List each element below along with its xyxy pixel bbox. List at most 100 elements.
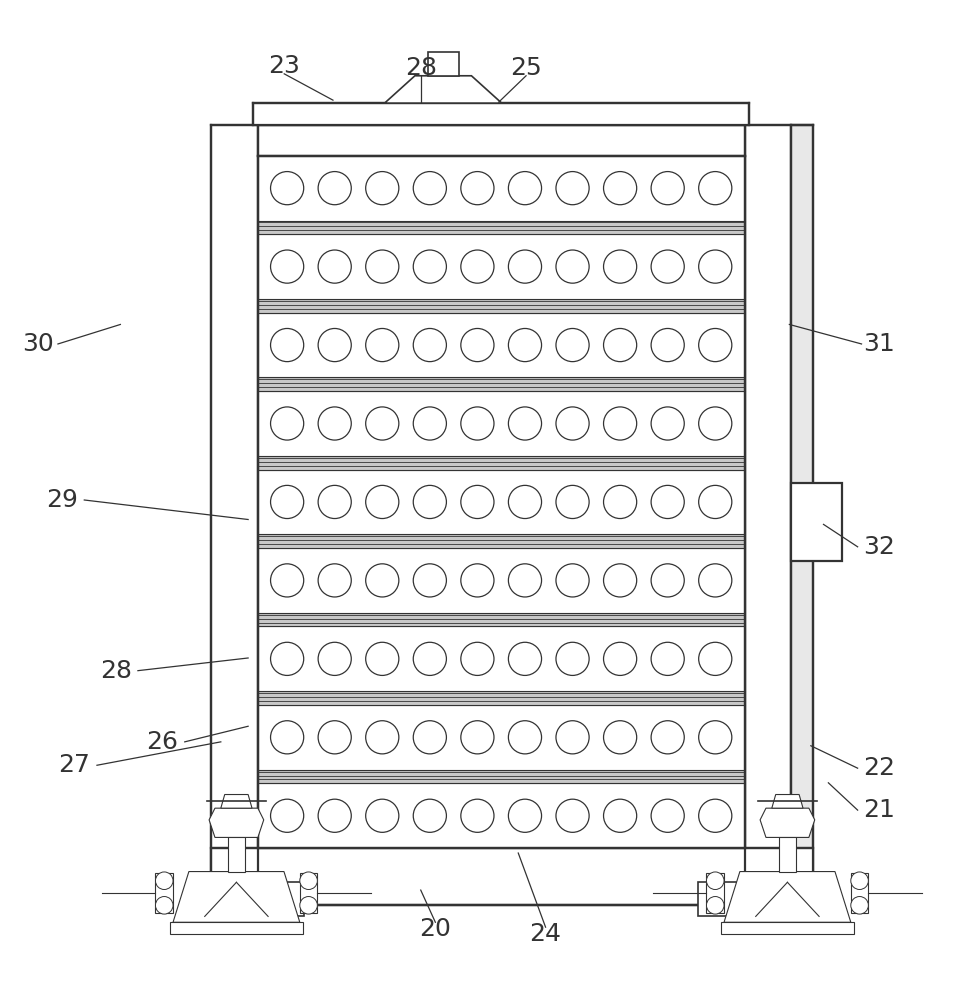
Circle shape	[603, 250, 636, 283]
Bar	[790, 483, 841, 561]
Circle shape	[271, 721, 304, 754]
Bar	[258, 783, 743, 848]
Circle shape	[555, 564, 588, 597]
Circle shape	[508, 407, 541, 440]
Bar	[712, 691, 743, 705]
Text: 22: 22	[863, 756, 894, 780]
Bar	[258, 548, 743, 613]
Bar	[258, 770, 743, 783]
Circle shape	[651, 799, 684, 832]
Circle shape	[413, 328, 446, 362]
Circle shape	[413, 642, 446, 675]
Bar	[712, 534, 743, 548]
Bar	[258, 391, 743, 456]
Bar	[712, 770, 743, 783]
Bar	[712, 221, 743, 234]
Bar	[712, 377, 743, 391]
Circle shape	[603, 328, 636, 362]
Circle shape	[155, 897, 173, 914]
Circle shape	[698, 721, 731, 754]
Bar	[720, 922, 853, 934]
Bar	[258, 377, 743, 391]
Circle shape	[460, 564, 493, 597]
Bar	[258, 299, 743, 313]
Bar	[743, 125, 790, 905]
Bar	[258, 221, 289, 234]
Circle shape	[850, 872, 868, 890]
Text: 20: 20	[419, 917, 450, 941]
Circle shape	[651, 642, 684, 675]
Circle shape	[555, 799, 588, 832]
Bar	[155, 873, 173, 913]
Circle shape	[460, 485, 493, 519]
Circle shape	[271, 564, 304, 597]
Circle shape	[603, 642, 636, 675]
Text: 26: 26	[147, 730, 178, 754]
Circle shape	[365, 485, 399, 519]
Bar	[258, 156, 743, 221]
Circle shape	[413, 564, 446, 597]
Bar	[211, 848, 812, 905]
Circle shape	[698, 250, 731, 283]
Circle shape	[413, 250, 446, 283]
Text: 27: 27	[59, 753, 91, 777]
Polygon shape	[759, 808, 814, 837]
Circle shape	[508, 799, 541, 832]
Polygon shape	[221, 795, 252, 808]
Text: 21: 21	[863, 798, 894, 822]
Circle shape	[413, 407, 446, 440]
Polygon shape	[771, 795, 802, 808]
Circle shape	[651, 407, 684, 440]
Bar	[790, 125, 812, 905]
Bar	[211, 125, 258, 905]
Circle shape	[698, 407, 731, 440]
Circle shape	[508, 172, 541, 205]
Circle shape	[651, 250, 684, 283]
Circle shape	[603, 407, 636, 440]
Bar	[258, 534, 289, 548]
Circle shape	[698, 799, 731, 832]
Circle shape	[651, 721, 684, 754]
Circle shape	[318, 328, 351, 362]
Circle shape	[365, 407, 399, 440]
Circle shape	[460, 721, 493, 754]
Circle shape	[508, 564, 541, 597]
Circle shape	[555, 328, 588, 362]
Bar	[850, 873, 868, 913]
Text: 28: 28	[101, 659, 132, 683]
Text: 32: 32	[863, 535, 894, 559]
Circle shape	[603, 172, 636, 205]
Bar	[228, 837, 245, 872]
Circle shape	[318, 172, 351, 205]
Circle shape	[413, 172, 446, 205]
Circle shape	[155, 872, 173, 890]
Circle shape	[698, 642, 731, 675]
Bar	[794, 487, 837, 558]
Circle shape	[603, 564, 636, 597]
Text: 25: 25	[510, 56, 541, 80]
Circle shape	[460, 642, 493, 675]
Bar	[258, 613, 289, 626]
Circle shape	[318, 642, 351, 675]
Circle shape	[271, 799, 304, 832]
Circle shape	[698, 328, 731, 362]
Circle shape	[271, 328, 304, 362]
Circle shape	[555, 172, 588, 205]
Circle shape	[460, 328, 493, 362]
Circle shape	[705, 872, 723, 890]
Polygon shape	[384, 76, 501, 103]
Circle shape	[318, 407, 351, 440]
Bar	[697, 882, 750, 916]
Bar	[258, 125, 743, 156]
Bar	[705, 873, 723, 913]
Circle shape	[705, 897, 723, 914]
Circle shape	[850, 897, 868, 914]
Text: 31: 31	[863, 332, 894, 356]
Bar	[258, 299, 289, 313]
Circle shape	[318, 799, 351, 832]
Bar	[427, 52, 458, 76]
Bar	[712, 613, 743, 626]
Circle shape	[413, 721, 446, 754]
Bar	[743, 125, 790, 905]
Circle shape	[365, 564, 399, 597]
